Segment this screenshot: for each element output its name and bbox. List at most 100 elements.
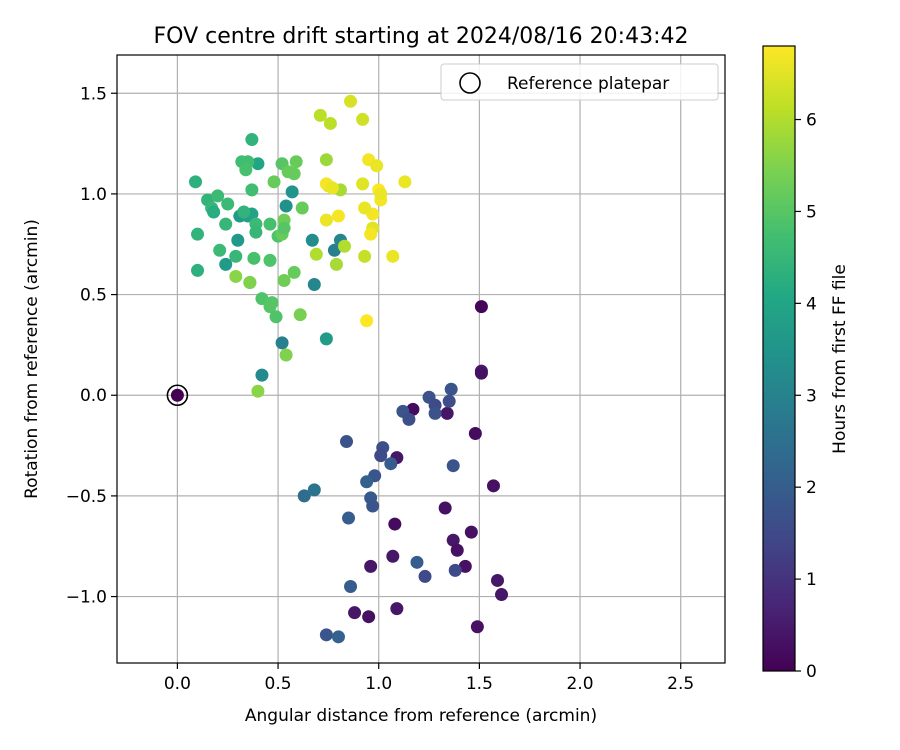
scatter-point [344,579,358,593]
scatter-point [221,197,235,211]
scatter-point [468,426,482,440]
legend: Reference platepar [440,63,719,101]
scatter-point [358,201,372,215]
x-tick-label: 1.0 [365,674,392,694]
x-axis-label: Angular distance from reference (arcmin) [245,706,597,726]
scatter-point [362,610,376,624]
scatter-point [251,384,265,398]
scatter-point [319,628,333,642]
y-tick-label: −0.5 [66,487,107,507]
scatter-point [249,225,263,239]
scatter-point [442,394,456,408]
x-tick-label: 0.0 [164,674,191,694]
scatter-point [450,543,464,557]
scatter-point [243,275,257,289]
scatter-point [337,239,351,253]
scatter-point [406,402,420,416]
legend-entry-reference: Reference platepar [507,74,669,94]
scatter-point [229,249,243,263]
x-tick-label: 0.5 [265,674,292,694]
scatter-point [265,296,279,310]
scatter-point [289,155,303,169]
scatter-point [374,187,388,201]
y-tick-label: 1.0 [80,185,107,205]
scatter-point [331,209,345,223]
scatter-point [275,336,289,350]
scatter-point [191,263,205,277]
legend-box [440,63,719,101]
scatter-point [398,175,412,189]
scatter-point [297,489,311,503]
scatter-point [491,573,505,587]
colorbar: 0 1 2 3 4 5 6 Hours from first FF file [762,45,850,682]
colorbar-ticks: 0 1 2 3 4 5 6 [795,111,817,682]
scatter-point [307,278,321,292]
scatter-point [344,94,358,108]
scatter-point [358,249,372,263]
scatter-point [364,227,378,241]
scatter-point [410,555,424,569]
y-tick-label: 0.5 [80,286,107,306]
scatter-point [245,183,259,197]
scatter-point [464,525,478,539]
scatter-point [293,308,307,322]
plot-frame [116,54,726,664]
scatter-point [295,201,309,215]
scatter-point [207,205,221,219]
scatter-point [279,199,293,213]
y-axis-ticks: −1.0 −0.5 0.0 0.5 1.0 1.5 [66,84,117,608]
x-axis-ticks: 0.0 0.5 1.0 1.5 2.0 2.5 [164,663,694,694]
y-tick-label: 0.0 [80,386,107,406]
scatter-point [331,630,345,644]
scatter-point [458,559,472,573]
scatter-point [340,435,354,449]
scatter-point [191,227,205,241]
scatter-point [390,602,404,616]
scatter-point [285,185,299,199]
scatter-point [360,475,374,489]
scatter-point [263,253,277,267]
scatter-point [356,112,370,126]
scatter-point [323,116,337,130]
scatter-point [237,205,251,219]
y-tick-label: −1.0 [66,588,107,608]
scatter-point [474,366,488,380]
scatter-points [170,94,509,644]
x-tick-label: 1.5 [466,674,493,694]
colorbar-tick-label: 3 [806,386,817,406]
scatter-point [327,243,341,257]
scatter-point [356,177,370,191]
scatter-point [438,501,452,515]
scatter-point [386,549,400,563]
scatter-point [325,181,339,195]
scatter-point [309,247,323,261]
scatter-point [189,175,203,189]
scatter-point [319,153,333,167]
scatter-point [386,249,400,263]
legend-marker-icon [459,72,481,94]
y-axis-label: Rotation from reference (arcmin) [22,219,42,499]
scatter-point [269,310,283,324]
scatter-point [428,406,442,420]
scatter-point [231,233,245,247]
x-tick-label: 2.0 [567,674,594,694]
scatter-point [277,221,291,235]
scatter-point [263,217,277,231]
scatter-point [255,292,269,306]
scatter-point [402,412,416,426]
colorbar-label: Hours from first FF file [830,264,850,454]
scatter-point [307,483,321,497]
scatter-point [444,382,458,396]
scatter-point [170,388,184,402]
colorbar-gradient [762,45,796,672]
colorbar-tick-label: 1 [806,570,817,590]
x-tick-label: 2.5 [667,674,694,694]
scatter-point [251,157,265,171]
scatter-point [211,189,225,203]
y-tick-label: 1.5 [80,84,107,104]
scatter-point [287,265,301,279]
scatter-point [229,269,243,283]
scatter-point [370,159,384,173]
scatter-point [239,163,253,177]
colorbar-tick-label: 0 [806,662,817,682]
